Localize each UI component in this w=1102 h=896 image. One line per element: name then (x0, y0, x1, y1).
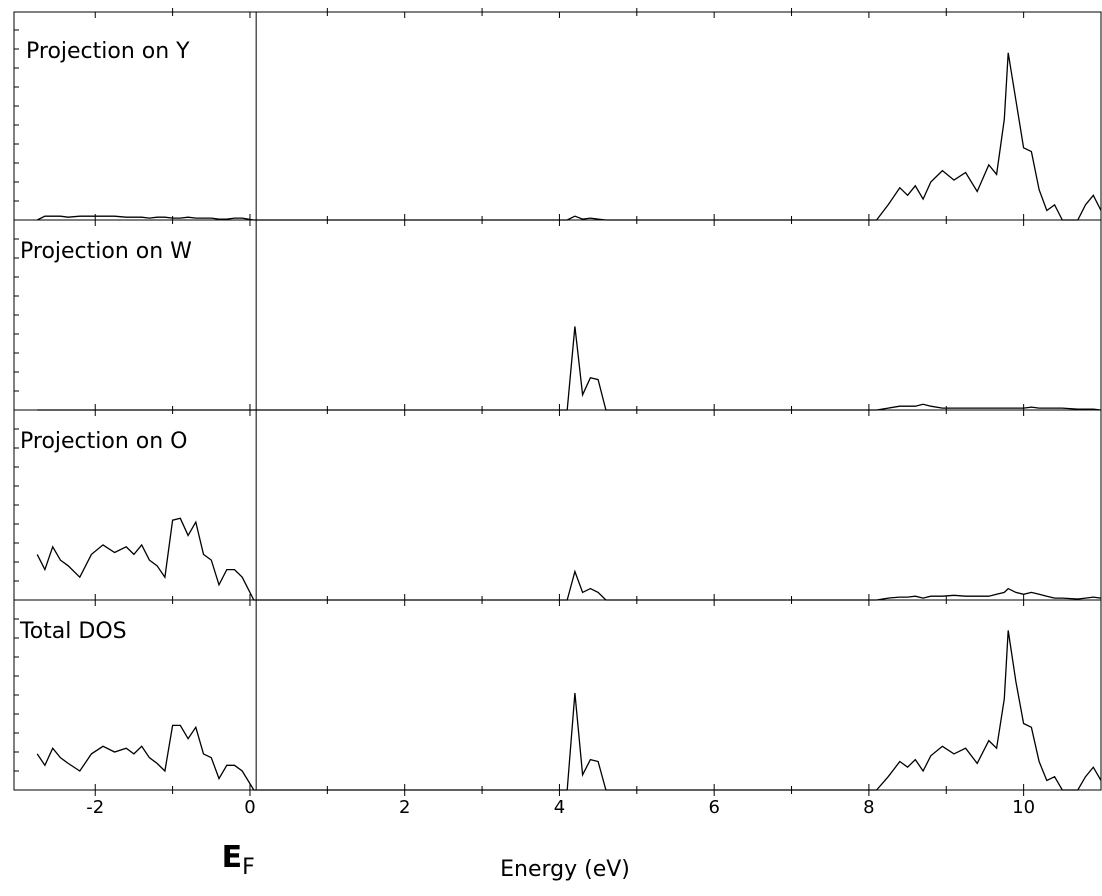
x-tick-label: 0 (244, 797, 255, 818)
dos-line (36, 52, 1102, 221)
fermi-label: EF (222, 840, 255, 881)
dos-line (36, 630, 1102, 791)
x-tick-label: 8 (863, 797, 874, 818)
x-tick-label: 10 (1012, 797, 1035, 818)
panel-label: Projection on Y (26, 39, 190, 64)
fermi-label-main: E (222, 840, 243, 875)
panel-label: Total DOS (19, 619, 127, 644)
fermi-label-sub: F (242, 855, 255, 880)
x-tick-label: 2 (399, 797, 410, 818)
dos-line (37, 326, 1102, 411)
panel-label: Projection on W (20, 239, 192, 264)
dos-line (36, 517, 1102, 601)
x-tick-label: 6 (708, 797, 719, 818)
x-tick-label: -2 (86, 797, 104, 818)
x-tick-label: 4 (554, 797, 565, 818)
plot-frame (13, 11, 1102, 791)
panel-label: Projection on O (20, 429, 188, 454)
x-axis-label: Energy (eV) (500, 857, 630, 882)
